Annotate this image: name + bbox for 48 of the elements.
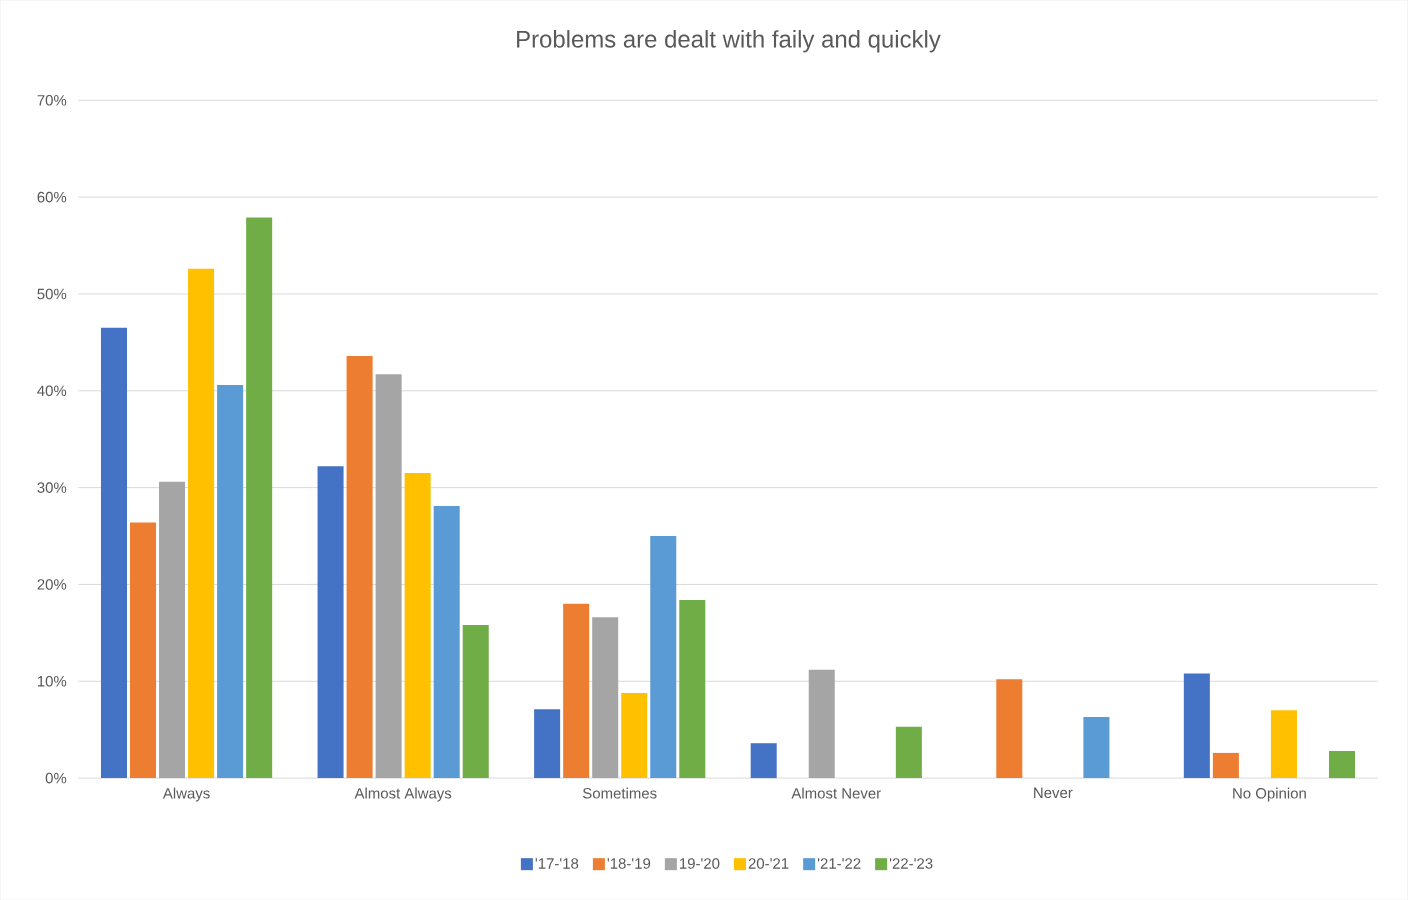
bar <box>130 522 157 778</box>
x-tick-label: Almost Always <box>354 787 452 802</box>
y-tick-label: 60% <box>37 191 67 203</box>
y-tick-label: 30% <box>37 482 67 493</box>
y-tick-label: 50% <box>37 288 67 300</box>
bar <box>375 374 402 778</box>
bar <box>621 692 648 778</box>
bar <box>346 355 373 778</box>
y-tick-label: 10% <box>37 675 67 687</box>
y-tick-label: 40% <box>37 385 67 396</box>
bar <box>159 481 186 778</box>
legend-label: '18-'19 <box>607 857 651 869</box>
y-tick-label: 70% <box>37 94 67 106</box>
bar <box>650 535 677 778</box>
bar <box>808 669 835 778</box>
bar <box>100 327 127 778</box>
legend-label: 20-'21 <box>748 857 789 869</box>
legend-label: '22-'23 <box>889 857 933 869</box>
bar <box>996 679 1023 778</box>
bar <box>1270 710 1297 778</box>
bar <box>433 505 460 778</box>
bar <box>317 466 344 778</box>
bar <box>462 624 489 778</box>
bar <box>246 217 273 778</box>
x-tick-label: Never <box>1034 787 1073 798</box>
legend-label: 19-'20 <box>680 857 720 869</box>
bar <box>563 603 590 778</box>
y-tick-label: 20% <box>37 578 67 590</box>
bar <box>1183 673 1210 778</box>
legend-label: '17-'18 <box>535 857 579 869</box>
bar <box>1328 750 1356 778</box>
bar <box>217 384 244 778</box>
bar <box>404 472 431 778</box>
bar <box>592 617 619 778</box>
bar <box>895 726 922 778</box>
x-tick-label: Sometimes <box>582 787 657 799</box>
bar <box>750 743 777 778</box>
bar <box>1212 752 1239 778</box>
bar <box>1083 716 1110 778</box>
bar <box>679 599 706 778</box>
y-tick-label: 0% <box>45 772 67 784</box>
chart-title: Problems are dealt with faily and quickly <box>517 29 941 53</box>
bar <box>188 268 215 778</box>
x-tick-label: No Opinion <box>1233 787 1306 802</box>
legend-label: '21-'22 <box>817 857 861 869</box>
x-tick-label: Almost Never <box>791 787 881 799</box>
bar <box>534 709 561 778</box>
x-tick-label: Always <box>162 787 210 802</box>
